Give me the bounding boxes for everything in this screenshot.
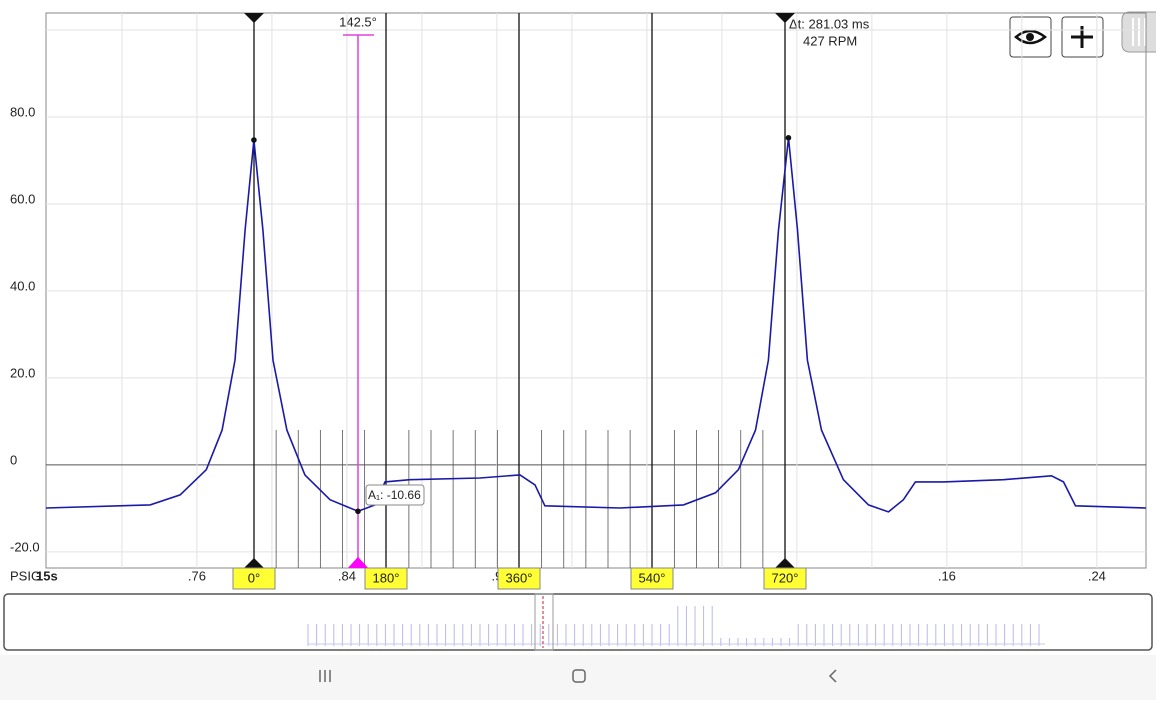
peak-dot [785,135,792,141]
cursor-handle [775,13,795,23]
degree-marker [364,567,408,590]
cursor-handle [244,13,264,23]
degree-marker [630,567,674,590]
overview-strip[interactable] [3,593,1153,651]
rpm: 427 RPM [803,33,857,48]
home-button[interactable] [572,669,586,683]
y-tick-label: 0 [10,452,17,467]
x-tick-label: .24 [1088,568,1106,583]
x-tick-label: .76 [188,568,206,583]
y-tick-label: -20.0 [10,539,40,554]
cursor-dot [355,508,361,515]
angle-handle [348,557,368,568]
x-start-label: 15s [36,568,58,583]
cursor-handle [775,558,795,568]
x-tick-label: .84 [338,568,356,583]
eye-icon [1014,29,1048,45]
y-tick-label: 20.0 [10,365,35,380]
cursor-handle [244,558,264,568]
degree-marker [232,567,276,590]
degree-marker [763,567,807,590]
degree-label: 540° [639,570,666,585]
peak-dot [251,137,257,143]
degree-label: 720° [772,570,799,585]
angle-label: 142.5° [339,14,377,29]
y-tick-label: 60.0 [10,191,35,206]
degree-label: 180° [373,570,400,585]
overview-window [534,593,554,651]
recents-button[interactable] [319,670,331,682]
cursor-value: A₁: -10.66 [368,488,421,502]
degree-label: 0° [248,570,260,585]
degree-label: 360° [506,570,533,585]
x-tick-label: .9 [491,568,502,583]
y-tick-label: 40.0 [10,278,35,293]
eye-pupil [1026,33,1034,41]
y-tick-label: 80.0 [10,104,35,119]
plot: 80.060.040.020.00-20.0.76.84.98s.16.24A₁… [10,12,1147,590]
back-button[interactable] [828,669,837,683]
handle-grip [1132,18,1146,46]
cursor-value-box [365,484,425,506]
degree-marker [497,567,541,590]
x-tick-label: .16 [938,568,956,583]
nav-bar [0,655,1156,700]
unit-label: PSIG [10,568,41,583]
delta-t: Δt: 281.03 ms [789,16,870,31]
overview-trace [307,593,1045,651]
